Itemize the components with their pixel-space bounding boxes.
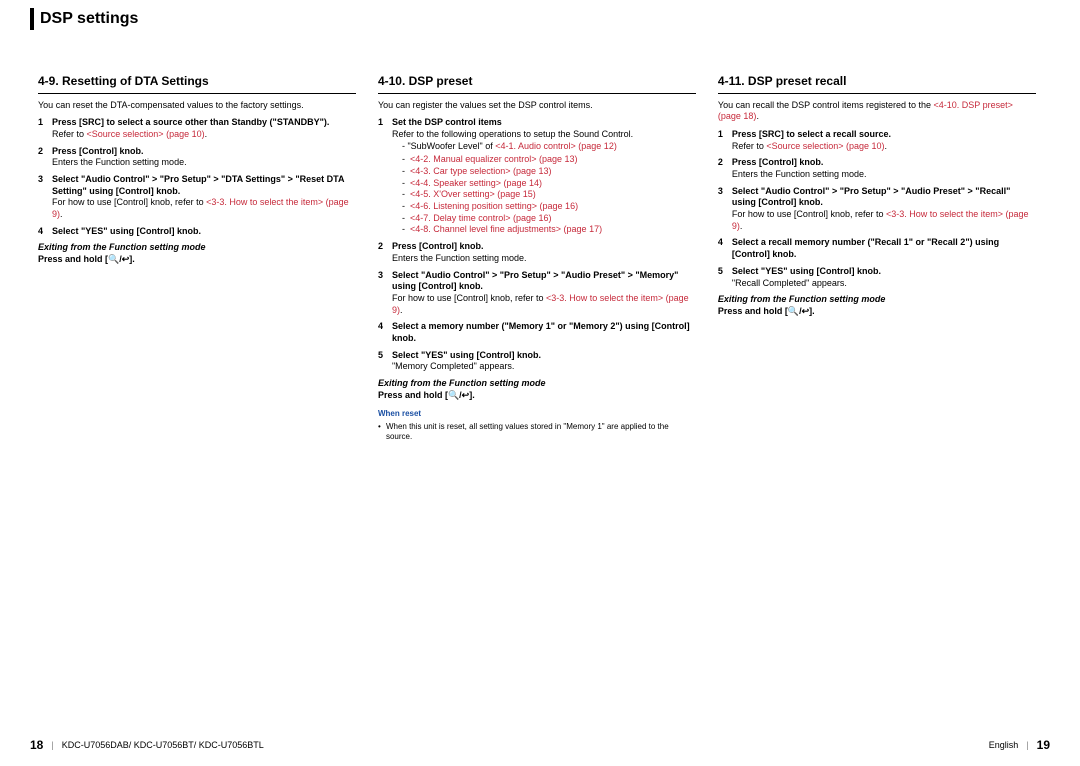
xref-link[interactable]: <Source selection> (page 10) (87, 129, 205, 139)
section-heading: 4-9. Resetting of DTA Settings (38, 72, 356, 94)
step-item: Press [Control] knob. Enters the Function… (378, 241, 696, 264)
step-item: Press [Control] knob. Enters the Function… (718, 157, 1036, 180)
step-title: Select "YES" using [Control] knob. (52, 226, 201, 236)
step-body: "Memory Completed" appears. (392, 361, 696, 373)
exit-mode-body: Press and hold [🔍/↩]. (378, 390, 696, 402)
xref-link[interactable]: <4-6. Listening position setting> (page … (402, 201, 696, 213)
footer-divider: | (51, 740, 53, 750)
section-heading: 4-10. DSP preset (378, 72, 696, 94)
step-subintro: - "SubWoofer Level" of <4-1. Audio contr… (392, 141, 696, 153)
xref-link[interactable]: <4-10. DSP preset> (page 18) (718, 100, 1013, 122)
section-intro: You can recall the DSP control items reg… (718, 100, 1036, 123)
step-body: For how to use [Control] knob, refer to … (732, 209, 1036, 232)
step-list: Press [SRC] to select a source other tha… (38, 117, 356, 237)
step-body: Refer to <Source selection> (page 10). (732, 141, 1036, 153)
xref-link[interactable]: <3-3. How to select the item> (page 9) (732, 209, 1029, 231)
step-item: Select "Audio Control" > "Pro Setup" > "… (378, 270, 696, 317)
language-label: English (989, 740, 1019, 750)
section-intro: You can register the values set the DSP … (378, 100, 696, 112)
step-item: Set the DSP control items Refer to the fo… (378, 117, 696, 236)
xref-link[interactable]: <3-3. How to select the item> (page 9) (52, 197, 349, 219)
column: 4-10. DSP preset You can register the val… (370, 72, 710, 443)
step-item: Press [SRC] to select a source other tha… (38, 117, 356, 140)
step-item: Select "YES" using [Control] knob. (38, 226, 356, 238)
step-title: Set the DSP control items (392, 117, 502, 127)
step-title: Press [SRC] to select a source other tha… (52, 117, 329, 127)
step-title: Press [Control] knob. (392, 241, 484, 251)
step-title: Select "YES" using [Control] knob. (732, 266, 881, 276)
step-item: Select "Audio Control" > "Pro Setup" > "… (718, 186, 1036, 233)
xref-link[interactable]: <4-4. Speaker setting> (page 14) (402, 178, 696, 190)
footer-divider: | (1026, 740, 1028, 750)
exit-mode-body: Press and hold [🔍/↩]. (38, 254, 356, 266)
step-title: Select "Audio Control" > "Pro Setup" > "… (392, 270, 678, 292)
xref-link[interactable]: <4-5. X'Over setting> (page 15) (402, 189, 696, 201)
right-page-number: 19 (1037, 738, 1050, 752)
exit-mode-body: Press and hold [🔍/↩]. (718, 306, 1036, 318)
note-heading: When reset (378, 409, 696, 419)
step-item: Select a memory number ("Memory 1" or "M… (378, 321, 696, 344)
step-body: Enters the Function setting mode. (52, 157, 356, 169)
step-item: Press [Control] knob.Enters the Function… (38, 146, 356, 169)
step-item: Select "Audio Control" > "Pro Setup" > "… (38, 174, 356, 221)
step-title: Select a recall memory number ("Recall 1… (732, 237, 999, 259)
xref-link[interactable]: <4-7. Delay time control> (page 16) (402, 213, 696, 225)
step-item: Select "YES" using [Control] knob."Memor… (378, 350, 696, 373)
step-title: Press [SRC] to select a recall source. (732, 129, 891, 139)
xref-link[interactable]: <4-3. Car type selection> (page 13) (402, 166, 696, 178)
model-list: KDC-U7056DAB/ KDC-U7056BT/ KDC-U7056BTL (62, 740, 264, 750)
step-body: Refer to <Source selection> (page 10). (52, 129, 356, 141)
left-page-number: 18 (30, 738, 43, 752)
exit-mode-title: Exiting from the Function setting mode (38, 242, 356, 254)
exit-mode-title: Exiting from the Function setting mode (378, 378, 696, 390)
step-body: For how to use [Control] knob, refer to … (52, 197, 356, 220)
step-title: Select a memory number ("Memory 1" or "M… (392, 321, 690, 343)
note-body: When this unit is reset, all setting val… (378, 422, 696, 443)
step-body: Enters the Function setting mode. (732, 169, 1036, 181)
xref-link[interactable]: <4-1. Audio control> (page 12) (495, 141, 617, 151)
step-item: Select a recall memory number ("Recall 1… (718, 237, 1036, 260)
step-title: Select "YES" using [Control] knob. (392, 350, 541, 360)
chapter-mark (30, 8, 34, 30)
xref-list: <4-2. Manual equalizer control> (page 13… (392, 154, 696, 236)
step-item: Select "YES" using [Control] knob. "Recal… (718, 266, 1036, 289)
page-footer: 18 | KDC-U7056DAB/ KDC-U7056BT/ KDC-U705… (30, 738, 1050, 752)
section-intro: You can reset the DTA-compensated values… (38, 100, 356, 112)
step-body: "Recall Completed" appears. (732, 278, 1036, 290)
step-list: Set the DSP control items Refer to the fo… (378, 117, 696, 373)
column: 4-11. DSP preset recall You can recall th… (710, 72, 1050, 443)
chapter-title: DSP settings (40, 10, 138, 28)
step-title: Select "Audio Control" > "Pro Setup" > "… (52, 174, 344, 196)
step-title: Press [Control] knob. (732, 157, 824, 167)
column: 4-9. Resetting of DTA Settings You can re… (30, 72, 370, 443)
step-title: Press [Control] knob. (52, 146, 144, 156)
step-body: For how to use [Control] knob, refer to … (392, 293, 696, 316)
xref-link[interactable]: <4-2. Manual equalizer control> (page 13… (402, 154, 696, 166)
step-title: Select "Audio Control" > "Pro Setup" > "… (732, 186, 1010, 208)
xref-link[interactable]: <Source selection> (page 10) (766, 141, 884, 151)
step-body: Refer to the following operations to set… (392, 129, 696, 141)
section-heading: 4-11. DSP preset recall (718, 72, 1036, 94)
xref-link[interactable]: <4-8. Channel level fine adjustments> (p… (402, 224, 696, 236)
xref-link[interactable]: <3-3. How to select the item> (page 9) (392, 293, 689, 315)
exit-mode-title: Exiting from the Function setting mode (718, 294, 1036, 306)
step-body: Enters the Function setting mode. (392, 253, 696, 265)
step-list: Press [SRC] to select a recall source. Re… (718, 129, 1036, 289)
step-item: Press [SRC] to select a recall source. Re… (718, 129, 1036, 152)
